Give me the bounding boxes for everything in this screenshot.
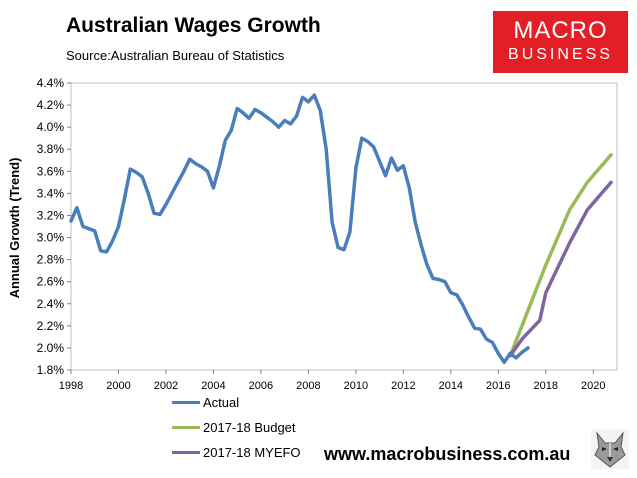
series-group	[69, 93, 613, 365]
y-tick-label: 3.0%	[37, 231, 65, 245]
y-tick-label: 3.2%	[37, 208, 65, 222]
wolf-icon	[591, 429, 629, 469]
y-tick-label: 3.6%	[37, 164, 65, 178]
logo-line-1: MACRO	[513, 17, 608, 44]
legend-item-budget: 2017-18 Budget	[172, 420, 296, 435]
logo-line-2: BUSINESS	[508, 46, 613, 63]
y-tick-label: 4.0%	[37, 120, 65, 134]
legend-item-actual: Actual	[172, 395, 239, 410]
legend-label-myefo: 2017-18 MYEFO	[203, 445, 301, 460]
x-tick-label: 2020	[581, 380, 605, 392]
y-tick-label: 2.6%	[37, 275, 65, 289]
x-tick-label: 2004	[201, 380, 225, 392]
y-tick-label: 3.8%	[37, 142, 65, 156]
x-axis: 1998 2000 2002 2004 2006 2008 2010 2012 2014 2016…	[59, 370, 606, 392]
plot-area-border	[70, 82, 618, 371]
y-tick-label: 4.4%	[37, 76, 65, 90]
y-tick-label: 2.4%	[37, 297, 65, 311]
series-line-actual	[69, 93, 530, 365]
x-tick-label: 2018	[534, 380, 558, 392]
x-tick-label: 2002	[154, 380, 178, 392]
legend-swatch-budget	[172, 426, 200, 429]
y-tick-label: 4.2%	[37, 98, 65, 112]
x-tick-label: 2010	[344, 380, 368, 392]
x-tick-label: 2008	[296, 380, 320, 392]
x-tick-label: 1998	[59, 380, 83, 392]
y-tick-label: 3.4%	[37, 186, 65, 200]
y-tick-label: 1.8%	[37, 363, 65, 377]
series-line-2017-18-myefo	[508, 180, 613, 358]
legend-swatch-myefo	[172, 451, 200, 454]
y-axis: 1.8% 2.0% 2.2% 2.4% 2.6% 2.8% 3.0% 3.2% 3.4% 3.6%…	[37, 76, 71, 377]
series-line-2017-18-budget	[508, 153, 613, 358]
x-tick-label: 2012	[391, 380, 415, 392]
legend-swatch-actual	[172, 401, 200, 404]
macro-business-logo: MACRO BUSINESS	[493, 11, 628, 73]
x-tick-label: 2014	[439, 380, 463, 392]
chart-title: Australian Wages Growth	[66, 14, 321, 37]
y-axis-label: Annual Growth (Trend)	[7, 158, 22, 299]
x-tick-label: 2016	[486, 380, 510, 392]
x-tick-label: 2000	[106, 380, 130, 392]
legend-label-actual: Actual	[203, 395, 240, 410]
y-tick-label: 2.0%	[37, 341, 65, 355]
y-tick-label: 2.8%	[37, 253, 65, 267]
website-url: www.macrobusiness.com.au	[324, 444, 571, 464]
x-tick-label: 2006	[249, 380, 273, 392]
y-tick-label: 2.2%	[37, 319, 65, 333]
legend-label-budget: 2017-18 Budget	[203, 420, 296, 435]
legend-item-myefo: 2017-18 MYEFO	[172, 445, 301, 460]
chart-subtitle: Source:Australian Bureau of Statistics	[66, 48, 285, 63]
